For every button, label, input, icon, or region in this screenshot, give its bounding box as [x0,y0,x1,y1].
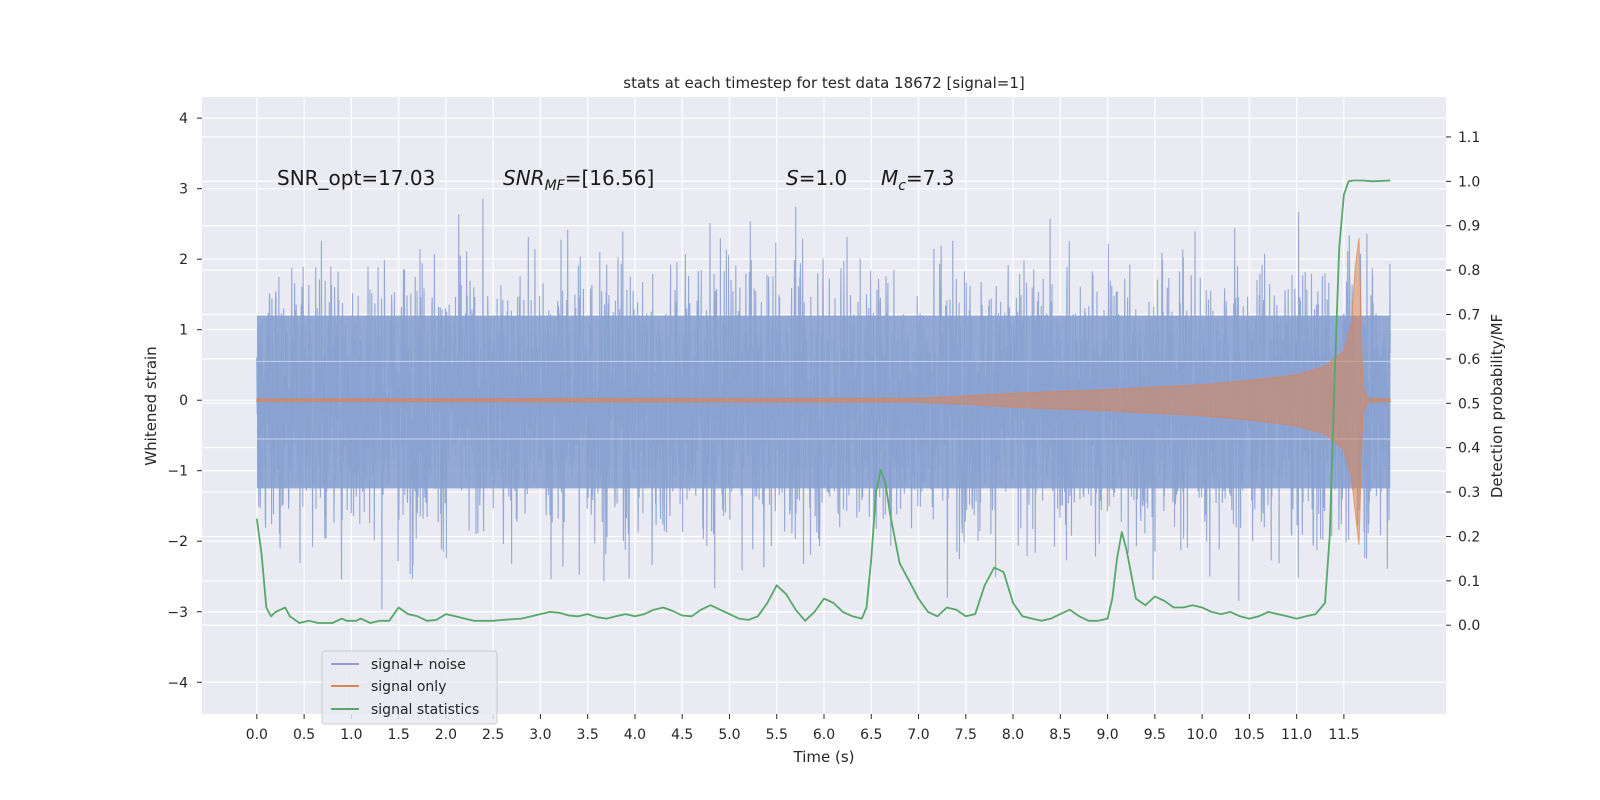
y-left-tick-label: 4 [179,111,188,127]
y-axis-label-left: Whitened strain [142,346,160,465]
x-tick-label: 9.0 [1096,727,1118,743]
annotation-snr-mf-value: =[16.56] [565,166,655,190]
annotation-mc: Mc=7.3 [881,166,955,194]
y-left-tick-label: 2 [179,252,188,268]
y-right-tick-label: 1.0 [1458,174,1480,190]
annotation-snr-mf-base: SNR [503,166,545,190]
y-left-tick-label: 1 [179,323,188,339]
annotation-snr-mf: SNRMF=[16.56] [503,166,654,194]
x-tick-label: 4.5 [671,727,693,743]
y-left-tick-label: −2 [167,534,188,550]
x-tick-label: 0.0 [246,727,268,743]
y-right-ticks: 0.0 0.1 0.2 0.3 0.4 0.5 0.6 0.7 0.8 0.9 1.0 1.1 [1446,130,1480,634]
x-tick-label: 3.0 [529,727,551,743]
y-right-tick-label: 0.7 [1458,308,1480,324]
y-right-tick-label: 0.3 [1458,485,1480,501]
y-left-ticks: −4 −3 −2 −1 0 1 2 3 4 [167,111,202,691]
y-axis-label-right: Detection probability/MF [1488,314,1506,498]
x-tick-label: 7.0 [907,727,929,743]
x-tick-label: 8.0 [1002,727,1024,743]
x-axis-label: Time (s) [793,748,855,766]
annotation-snr-opt: SNR_opt=17.03 [277,166,435,190]
legend: signal+ noise signal only signal statist… [321,650,498,725]
x-ticks: 0.0 0.5 1.0 1.5 2.0 2.5 3.0 3.5 4.0 4.5 5.0 5.5 6.0 6… [246,714,1359,743]
x-tick-label: 5.5 [766,727,788,743]
legend-box [321,650,498,725]
x-tick-label: 1.5 [387,727,409,743]
chart-title: stats at each timestep for test data 186… [623,74,1024,92]
x-tick-label: 11.5 [1328,727,1359,743]
series-signal-only-area [256,237,1391,545]
y-left-tick-label: −4 [167,675,188,691]
x-tick-label: 5.0 [718,727,740,743]
x-tick-label: 8.5 [1049,727,1071,743]
y-right-tick-label: 0.1 [1458,574,1480,590]
y-right-tick-label: 0.0 [1458,618,1480,634]
x-tick-label: 2.5 [482,727,504,743]
y-right-tick-label: 0.2 [1458,529,1480,545]
annotation-s: S=1.0 [786,166,847,190]
x-tick-label: 0.5 [293,727,315,743]
legend-label-signal-noise: signal+ noise [371,657,466,673]
annotation-mc-sub: c [898,178,906,194]
annotation-s-symbol: S [786,166,799,190]
y-right-tick-label: 1.1 [1458,130,1480,146]
y-left-tick-label: −3 [167,605,188,621]
x-tick-label: 2.0 [435,727,457,743]
x-tick-label: 4.0 [624,727,646,743]
x-tick-label: 11.0 [1281,727,1312,743]
y-right-tick-label: 0.4 [1458,441,1480,457]
y-right-tick-label: 0.8 [1458,263,1480,279]
annotation-snr-mf-sub: MF [545,178,566,194]
x-tick-label: 6.5 [860,727,882,743]
x-tick-label: 7.5 [955,727,977,743]
annotation-s-value: =1.0 [799,166,848,190]
x-tick-label: 3.5 [577,727,599,743]
y-right-tick-label: 0.9 [1458,219,1480,235]
x-tick-label: 6.0 [813,727,835,743]
y-left-tick-label: 3 [179,182,188,198]
legend-label-signal-statistics: signal statistics [371,702,479,718]
y-right-tick-label: 0.5 [1458,396,1480,412]
x-tick-label: 1.0 [340,727,362,743]
series-layer [255,179,1391,624]
annotation-mc-symbol: M [881,166,898,190]
series-signal-statistics-line [255,179,1391,624]
legend-label-signal-only: signal only [371,679,446,695]
y-left-tick-label: −1 [167,464,188,480]
y-left-tick-label: 0 [179,393,188,409]
annotation-mc-value: =7.3 [906,166,955,190]
y-right-tick-label: 0.6 [1458,352,1480,368]
x-tick-label: 10.5 [1234,727,1265,743]
x-tick-label: 10.0 [1187,727,1218,743]
x-tick-label: 9.5 [1144,727,1166,743]
